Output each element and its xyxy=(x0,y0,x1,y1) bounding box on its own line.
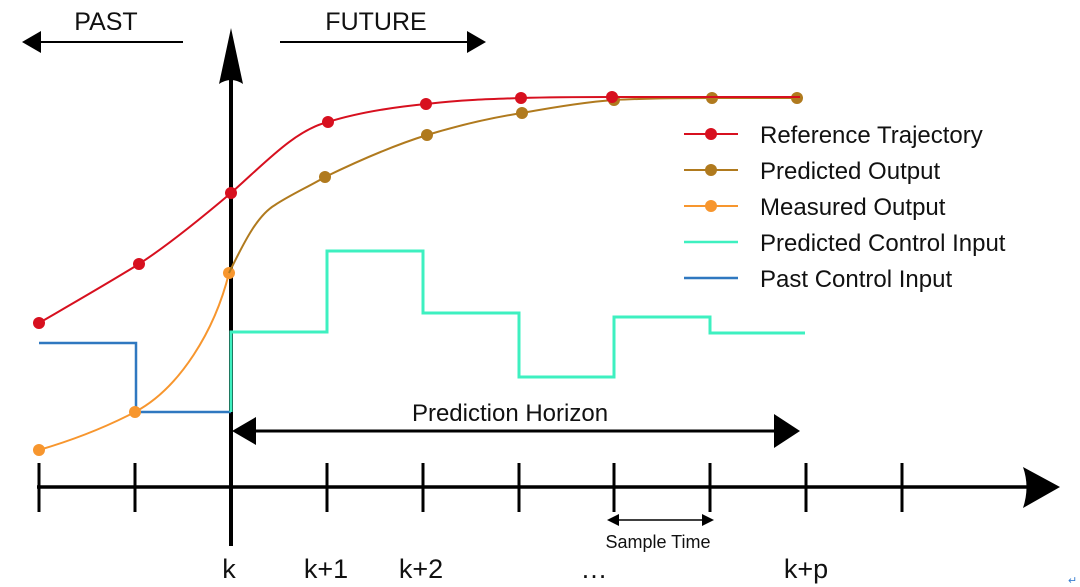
return-mark: ↵ xyxy=(1068,575,1077,587)
predicted-output-point xyxy=(516,107,528,119)
sample-time-arrow xyxy=(607,514,714,526)
tick-label-kp: k+p xyxy=(784,554,828,584)
legend-item-past-control: Past Control Input xyxy=(684,266,952,293)
reference-point xyxy=(606,91,618,103)
future-arrow xyxy=(280,31,486,53)
svg-text:Reference Trajectory: Reference Trajectory xyxy=(760,122,983,149)
past-arrow xyxy=(22,31,183,53)
predicted-control-input-line xyxy=(229,249,805,412)
predicted-output-point xyxy=(421,129,433,141)
reference-point xyxy=(420,98,432,110)
reference-point xyxy=(225,187,237,199)
predicted-output-point xyxy=(319,171,331,183)
svg-text:Predicted Output: Predicted Output xyxy=(760,158,940,185)
sample-time-label: Sample Time xyxy=(605,532,710,552)
past-label: PAST xyxy=(74,8,137,36)
legend-item-reference: Reference Trajectory xyxy=(684,122,983,149)
svg-text:Measured Output: Measured Output xyxy=(760,194,946,221)
future-label: FUTURE xyxy=(325,8,426,36)
tick-label-k2: k+2 xyxy=(399,554,443,584)
legend-item-measured-output: Measured Output xyxy=(684,194,946,221)
time-axis xyxy=(37,463,1060,512)
reference-point xyxy=(33,317,45,329)
svg-text:Past Control Input: Past Control Input xyxy=(760,266,952,293)
measured-output-point xyxy=(33,444,45,456)
tick-label-k: k xyxy=(222,554,236,584)
tick-label-k1: k+1 xyxy=(304,554,348,584)
past-control-input-line xyxy=(39,341,231,414)
prediction-horizon-arrow xyxy=(232,414,800,448)
reference-point xyxy=(515,92,527,104)
measured-output-point xyxy=(129,406,141,418)
legend-item-predicted-control: Predicted Control Input xyxy=(684,230,1006,257)
reference-trajectory-points xyxy=(33,91,618,329)
svg-text:Predicted Control Input: Predicted Control Input xyxy=(760,230,1006,257)
reference-point xyxy=(322,116,334,128)
reference-point xyxy=(133,258,145,270)
prediction-horizon-label: Prediction Horizon xyxy=(412,400,608,427)
predicted-output-line xyxy=(228,97,797,274)
legend: Reference Trajectory Predicted Output Me… xyxy=(684,122,1006,293)
legend-item-predicted-output: Predicted Output xyxy=(684,158,940,185)
measured-output-line xyxy=(38,272,230,451)
current-time-axis xyxy=(219,28,243,546)
measured-output-points xyxy=(33,267,235,456)
tick-label-dots: … xyxy=(581,554,608,584)
reference-trajectory-line xyxy=(38,96,800,324)
